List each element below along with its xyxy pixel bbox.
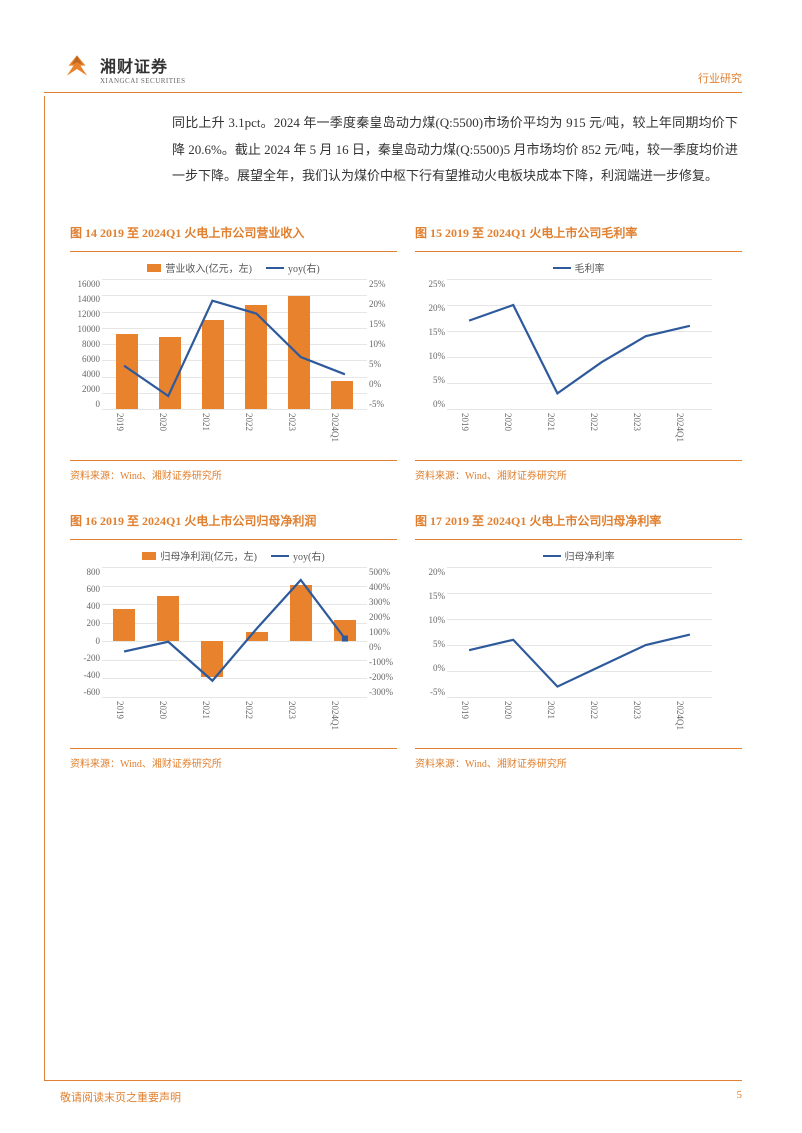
chart-17-title: 图 17 2019 至 2024Q1 火电上市公司归母净利率 [415,512,742,533]
chart-15-title: 图 15 2019 至 2024Q1 火电上市公司毛利率 [415,224,742,245]
footer-rule [44,1080,742,1081]
chart-15-source: 资料来源：Wind、湘财证券研究所 [415,460,742,482]
chart-16-xlabels: 201920202021202220232024Q1 [102,697,367,711]
footer-page-number: 5 [737,1089,743,1105]
chart-17-xlabels: 201920202021202220232024Q1 [447,697,712,711]
logo-block: 湘财证券 XIANGCAI SECURITIES [60,52,186,86]
chart-17-source: 资料来源：Wind、湘财证券研究所 [415,748,742,770]
logo-text-cn: 湘财证券 [100,53,186,77]
chart-14-xlabels: 201920202021202220232024Q1 [102,409,367,423]
chart-15-legend: 毛利率 [415,260,742,275]
chart-14-title: 图 14 2019 至 2024Q1 火电上市公司营业收入 [70,224,397,245]
chart-16-title: 图 16 2019 至 2024Q1 火电上市公司归母净利润 [70,512,397,533]
chart-16-plot: 8006004002000-200-400-600 500%400%300%20… [102,567,367,697]
page-left-border [44,96,45,1081]
logo-text-en: XIANGCAI SECURITIES [100,77,186,85]
header-rule [44,92,742,93]
chart-14: 图 14 2019 至 2024Q1 火电上市公司营业收入 营业收入(亿元，左)… [70,224,397,482]
chart-17: 图 17 2019 至 2024Q1 火电上市公司归母净利率 归母净利率 20%… [415,512,742,770]
chart-15: 图 15 2019 至 2024Q1 火电上市公司毛利率 毛利率 25%20%1… [415,224,742,482]
page-header: 湘财证券 XIANGCAI SECURITIES 行业研究 [60,36,742,86]
charts-container: 图 14 2019 至 2024Q1 火电上市公司营业收入 营业收入(亿元，左)… [70,224,742,800]
chart-14-source: 资料来源：Wind、湘财证券研究所 [70,460,397,482]
body-paragraph: 同比上升 3.1pct。2024 年一季度秦皇岛动力煤(Q:5500)市场价平均… [172,110,738,190]
chart-17-legend: 归母净利率 [415,548,742,563]
chart-15-xlabels: 201920202021202220232024Q1 [447,409,712,423]
page-footer: 敬请阅读末页之重要声明 5 [60,1089,742,1105]
chart-16-legend: 归母净利润(亿元，左) yoy(右) [70,548,397,563]
chart-16: 图 16 2019 至 2024Q1 火电上市公司归母净利润 归母净利润(亿元，… [70,512,397,770]
chart-14-legend: 营业收入(亿元，左) yoy(右) [70,260,397,275]
chart-15-plot: 25%20%15%10%5%0% [447,279,712,409]
chart-17-plot: 20%15%10%5%0%-5% [447,567,712,697]
footer-disclaimer: 敬请阅读末页之重要声明 [60,1089,181,1105]
chart-14-plot: 1600014000120001000080006000400020000 25… [102,279,367,409]
chart-16-source: 资料来源：Wind、湘财证券研究所 [70,748,397,770]
page-category: 行业研究 [698,70,742,86]
logo-icon [60,52,94,86]
